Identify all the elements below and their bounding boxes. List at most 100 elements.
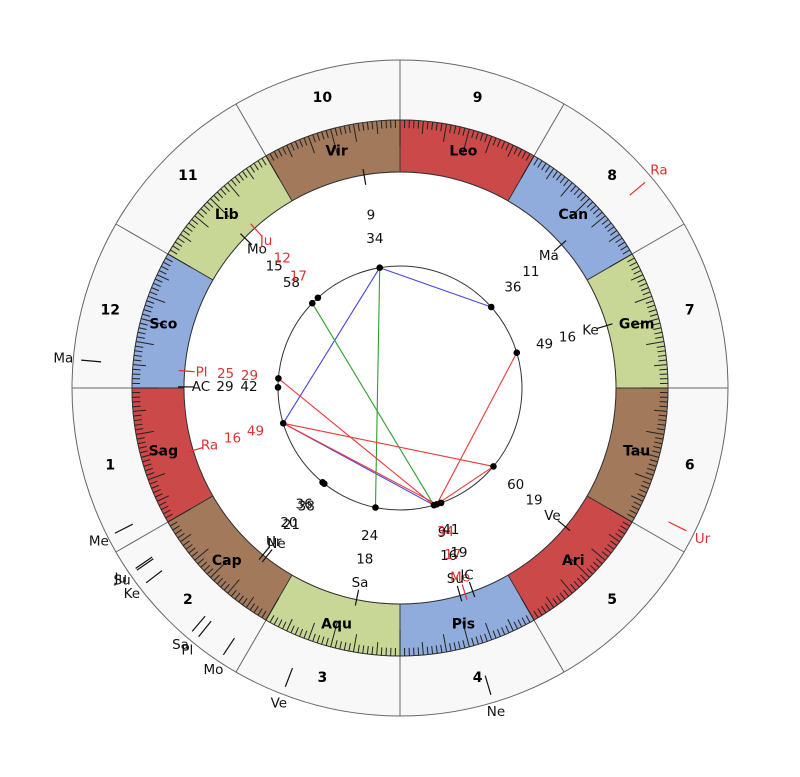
degree-tick: [238, 595, 244, 603]
degree-tick: [200, 208, 208, 215]
natal-planet-min-Sa: 24: [361, 528, 378, 544]
degree-tick: [290, 625, 295, 634]
degree-tick: [417, 647, 420, 656]
aspect-line-MC-Ra: [282, 267, 381, 424]
degree-tick: [654, 441, 663, 445]
degree-tick: [629, 261, 637, 267]
degree-tick: [601, 551, 609, 558]
degree-tick: [132, 368, 141, 371]
natal-planet-label-AC: AC: [192, 379, 210, 395]
degree-tick: [484, 134, 488, 143]
degree-tick: [180, 233, 192, 243]
natal-tick-Ma: [553, 240, 567, 252]
degree-tick: [210, 558, 230, 578]
degree-tick: [479, 132, 484, 141]
aspect-line-Me-Ke: [436, 352, 518, 505]
degree-tick: [545, 168, 555, 180]
degree-tick: [517, 148, 523, 157]
planet-dot-Ju: [314, 294, 322, 302]
degree-tick: [642, 480, 651, 485]
natal-planet-label-Su: Su: [447, 571, 464, 587]
degree-tick: [153, 282, 161, 287]
degree-tick: [135, 340, 154, 346]
degree-tick: [649, 313, 658, 317]
degree-tick: [133, 414, 142, 417]
degree-tick: [545, 596, 555, 608]
degree-tick: [334, 127, 338, 136]
degree-tick: [592, 208, 600, 215]
degree-tick: [656, 428, 665, 431]
degree-tick: [653, 364, 668, 367]
natal-planet-deg-MC: 9: [367, 207, 376, 223]
natal-planet-deg-Me: 17: [444, 547, 461, 563]
degree-tick: [458, 126, 461, 135]
sign-label-Leo: Leo: [449, 143, 477, 159]
aspect-line-Me-Ve: [436, 465, 494, 505]
degree-tick: [485, 622, 493, 641]
degree-tick: [156, 495, 170, 502]
degree-tick: [655, 336, 664, 339]
degree-tick: [149, 291, 158, 296]
degree-tick: [589, 204, 597, 212]
planet-dot-Ve: [490, 463, 497, 470]
degree-tick: [627, 513, 635, 519]
sign-label-Lib: Lib: [215, 207, 239, 223]
degree-tick: [544, 165, 551, 173]
natal-tick-Mo: [239, 233, 253, 246]
degree-tick: [312, 134, 316, 143]
degree-tick: [525, 615, 531, 623]
house-ring-divider: [235, 619, 267, 673]
degree-tick: [316, 635, 321, 644]
degree-tick: [604, 222, 612, 229]
house-ring-divider: [115, 521, 169, 553]
degree-tick: [576, 577, 584, 585]
transit-tick-tNe: [484, 675, 492, 695]
degree-tick: [645, 472, 654, 476]
degree-tick: [343, 125, 347, 134]
transit-planet-label-tMa: Ma: [53, 351, 73, 367]
degree-tick: [617, 529, 626, 535]
degree-tick: [160, 265, 169, 271]
degree-tick: [608, 533, 620, 543]
planet-dot-Ma: [487, 303, 495, 311]
degree-tick: [220, 580, 227, 588]
degree-tick: [630, 495, 644, 502]
degree-tick: [417, 120, 420, 129]
house-number-3: 3: [317, 670, 327, 686]
degree-tick: [362, 645, 365, 654]
degree-tick: [501, 627, 506, 635]
degree-tick: [160, 505, 169, 511]
degree-tick: [513, 621, 518, 630]
house-number-4: 4: [473, 670, 483, 686]
transit-planet-label-tRa: Ra: [650, 163, 667, 179]
degree-tick: [525, 153, 531, 161]
degree-tick: [595, 211, 603, 218]
degree-tick: [544, 603, 551, 611]
house-ring-divider: [631, 223, 685, 255]
natal-tick-Ne: [261, 549, 273, 563]
degree-tick: [156, 274, 170, 281]
degree-tick: [265, 597, 280, 621]
sign-label-Vir: Vir: [325, 143, 347, 159]
degree-tick: [541, 605, 547, 614]
planet-dot-Ra: [279, 419, 287, 427]
degree-tick: [303, 630, 308, 639]
degree-tick: [496, 139, 501, 148]
natal-planet-min-Me: 34: [437, 524, 454, 540]
degree-tick: [560, 579, 573, 594]
transit-tick-tSa: [191, 615, 206, 632]
degree-tick: [607, 544, 615, 550]
natal-tick-Pl: [178, 369, 195, 373]
degree-tick: [203, 564, 211, 572]
degree-tick: [376, 641, 379, 656]
degree-tick: [321, 131, 325, 140]
transit-planet-label-tSa: Sa: [172, 637, 189, 653]
degree-tick: [163, 261, 171, 267]
degree-tick: [471, 130, 475, 139]
house-number-11: 11: [178, 168, 197, 184]
degree-tick: [633, 318, 659, 326]
degree-tick: [552, 598, 558, 606]
degree-tick: [520, 597, 535, 621]
degree-tick: [163, 509, 171, 515]
degree-tick: [167, 508, 191, 523]
